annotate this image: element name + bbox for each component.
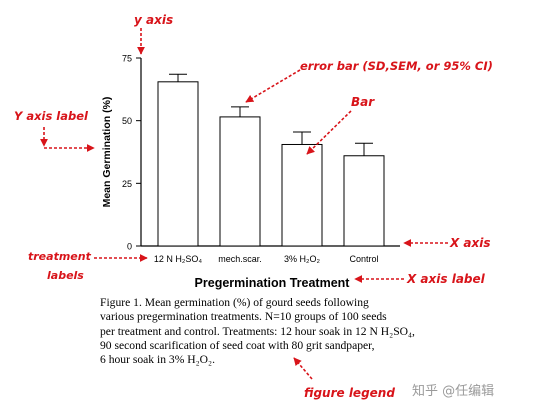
bar xyxy=(281,143,323,247)
y-ticks: 0 25 50 75 xyxy=(122,54,141,252)
annotation-treatment-labels-line2: labels xyxy=(47,269,84,282)
x-tick-label: Control xyxy=(349,254,378,264)
y-tick-label: 75 xyxy=(122,54,132,64)
annotation-x-axis: X axis xyxy=(449,236,491,250)
annotation-error-bar: error bar (SD,SEM, or 95% CI) xyxy=(300,59,493,73)
arrow-bar xyxy=(306,110,352,155)
y-tick-label: 25 xyxy=(122,179,132,189)
y-tick-label: 50 xyxy=(122,116,132,126)
caption-line: various pregermination treatments. N=10 … xyxy=(100,310,387,324)
annotation-figure-legend: figure legend xyxy=(304,386,395,400)
annotation-y-axis: y axis xyxy=(134,13,173,27)
bars xyxy=(157,73,385,247)
bar xyxy=(343,155,385,247)
caption-line: Figure 1. Mean germination (%) of gourd … xyxy=(100,296,369,309)
y-axis-title: Mean Germination (%) xyxy=(101,97,113,208)
x-tick-label: 3% H₂O₂ xyxy=(284,254,321,264)
annotation-y-axis-label: Y axis label xyxy=(14,109,89,123)
annotation-x-axis-label: X axis label xyxy=(406,272,486,286)
caption-line: per treatment and control. Treatments: 1… xyxy=(100,324,415,338)
x-tick-label: mech.scar. xyxy=(218,254,262,264)
x-axis-title: Pregermination Treatment xyxy=(195,276,351,290)
annotation-treatment-labels-line1: treatment xyxy=(28,250,92,263)
caption-line: 90 second scarification of seed coat wit… xyxy=(100,338,375,352)
arrow-error-bar xyxy=(245,69,301,103)
watermark: 知乎 @任编辑 xyxy=(412,384,495,399)
figure-caption: Figure 1. Mean germination (%) of gourd … xyxy=(100,296,480,367)
annotation-bar: Bar xyxy=(351,95,375,109)
caption-line: 6 hour soak in 3% H₂O₂. xyxy=(100,353,215,367)
x-tick-label: 12 N H₂SO₄ xyxy=(154,254,203,264)
bar xyxy=(219,116,261,247)
y-tick-label: 0 xyxy=(127,242,132,252)
bar xyxy=(157,81,199,247)
x-tick-labels: 12 N H₂SO₄ mech.scar. 3% H₂O₂ Control xyxy=(154,254,379,264)
